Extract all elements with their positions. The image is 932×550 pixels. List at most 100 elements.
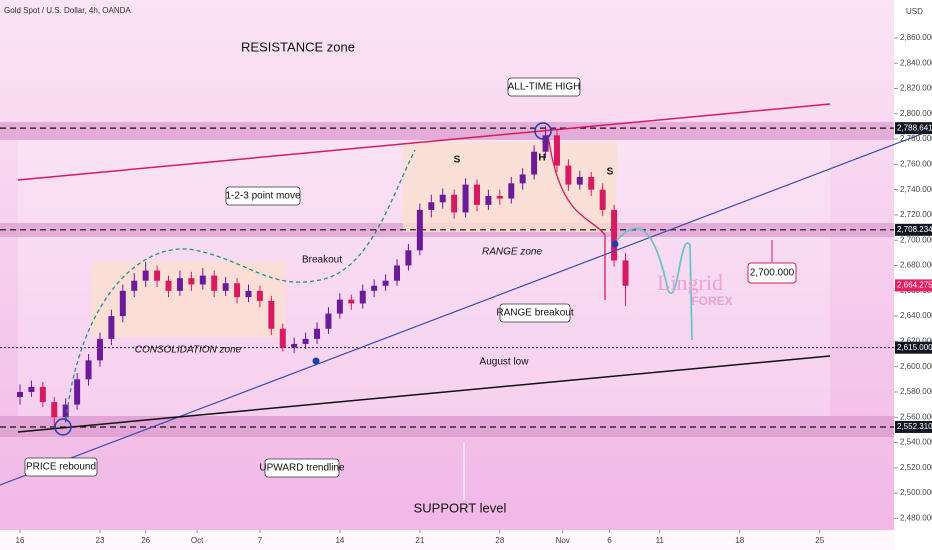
candle-body (222, 283, 229, 291)
candle-body (382, 280, 389, 286)
candle-body (85, 360, 92, 380)
annotation: PRICE rebound (26, 462, 96, 473)
candle-body (405, 250, 412, 266)
label-box (747, 262, 797, 284)
label-box (264, 458, 340, 478)
time-axis (0, 530, 894, 550)
x-tick-label: 26 (141, 536, 150, 545)
annotation: RANGE zone (482, 247, 542, 258)
candle-body (565, 165, 572, 185)
candle-body (348, 299, 355, 304)
drop-arrow (547, 134, 606, 300)
y-tick-label: 2,640.000 (900, 311, 932, 320)
drawings (0, 103, 932, 500)
candle-body (142, 270, 149, 281)
current-price-tag (895, 279, 932, 292)
candle-body (428, 202, 435, 210)
watermark: Lingrid (657, 270, 723, 295)
candle-body (256, 290, 263, 301)
price-tag (895, 223, 932, 236)
y-tick-label: 2,560.000 (900, 412, 932, 421)
y-tick-label: 2,680.000 (900, 261, 932, 270)
trend-point (312, 357, 320, 365)
resistance-band (0, 122, 894, 140)
y-tick-label: 2,500.000 (900, 488, 932, 497)
candle-body (588, 177, 595, 190)
ath-circle (534, 122, 552, 140)
candle-body (108, 316, 115, 339)
candle-body (234, 283, 241, 298)
x-tick-label: 28 (495, 536, 504, 545)
candle-body (188, 278, 195, 285)
annotation: 2,700.000 (750, 268, 795, 279)
candle-body (302, 338, 309, 344)
candle-body (199, 275, 206, 285)
candle-body (291, 343, 298, 348)
x-tick-label: 11 (656, 536, 665, 545)
currency: USD (906, 7, 923, 16)
candle-body (119, 290, 126, 317)
candle-body (462, 184, 469, 213)
annotation: 1-2-3 point move (225, 191, 300, 202)
candle-body (165, 280, 172, 291)
x-tick-label: 16 (16, 536, 25, 545)
rebound-circle (54, 418, 72, 436)
candle-body (439, 194, 446, 203)
pattern-label: H (538, 153, 545, 164)
annotation: SUPPORT level (414, 500, 507, 515)
label-box (499, 303, 571, 323)
pattern-label: S (607, 167, 614, 178)
candle-body (576, 177, 583, 185)
annotation: Breakout (302, 255, 342, 266)
y-tick-label: 2,740.000 (900, 185, 932, 194)
price-tag (895, 420, 932, 433)
candle-body (39, 386, 46, 403)
candle-body (542, 135, 549, 152)
candle-body (622, 260, 629, 286)
chart-title: Gold Spot / U.S. Dollar, 4h, OANDA (4, 6, 131, 15)
y-tick-label: 2,780.000 (900, 134, 932, 143)
watermark: FOREX (691, 294, 732, 308)
candle-body (336, 299, 343, 314)
candle-body (508, 183, 515, 199)
label-box (225, 186, 301, 206)
candle-body (359, 290, 366, 304)
candle-body (62, 404, 69, 418)
x-tick-label: 21 (415, 536, 424, 545)
annotation: RESISTANCE zone (241, 39, 355, 54)
x-tick-label: 23 (96, 536, 105, 545)
forecast-path (616, 227, 693, 341)
candle-body (519, 174, 526, 184)
x-tick-label: 14 (335, 536, 344, 545)
price-axis (894, 0, 932, 550)
upward-trendline (0, 129, 932, 486)
y-tick-label: 2,820.000 (900, 84, 932, 93)
candle-body (74, 379, 81, 405)
y-tick-label: 2,540.000 (900, 438, 932, 447)
pattern-label: S (454, 155, 461, 166)
candle-body (371, 285, 378, 291)
candle-body (16, 391, 23, 398)
candle-body (51, 402, 58, 418)
y-tick-label: 2,580.000 (900, 387, 932, 396)
y-tick-label: 2,700.000 (900, 235, 932, 244)
current-price-label: 2,664.275 (897, 281, 932, 290)
price-tag (895, 341, 932, 354)
candle-body (451, 194, 458, 213)
price-tag-label: 2,552.310 (897, 422, 932, 431)
x-tick-label: 18 (735, 536, 744, 545)
y-tick-label: 2,720.000 (900, 210, 932, 219)
candle-body (28, 386, 35, 392)
candle-body (485, 195, 492, 205)
y-tick-label: 2,860.000 (900, 33, 932, 42)
y-tick-label: 2,480.000 (900, 514, 932, 523)
y-tick-label: 2,800.000 (900, 109, 932, 118)
price-tag (895, 122, 932, 135)
annotation: ALL-TIME HIGH (508, 82, 581, 93)
candle-body (314, 328, 321, 339)
candle-body (394, 265, 401, 281)
x-tick-label: Oct (191, 536, 204, 545)
candle-body (496, 195, 503, 199)
label-box (507, 77, 581, 97)
